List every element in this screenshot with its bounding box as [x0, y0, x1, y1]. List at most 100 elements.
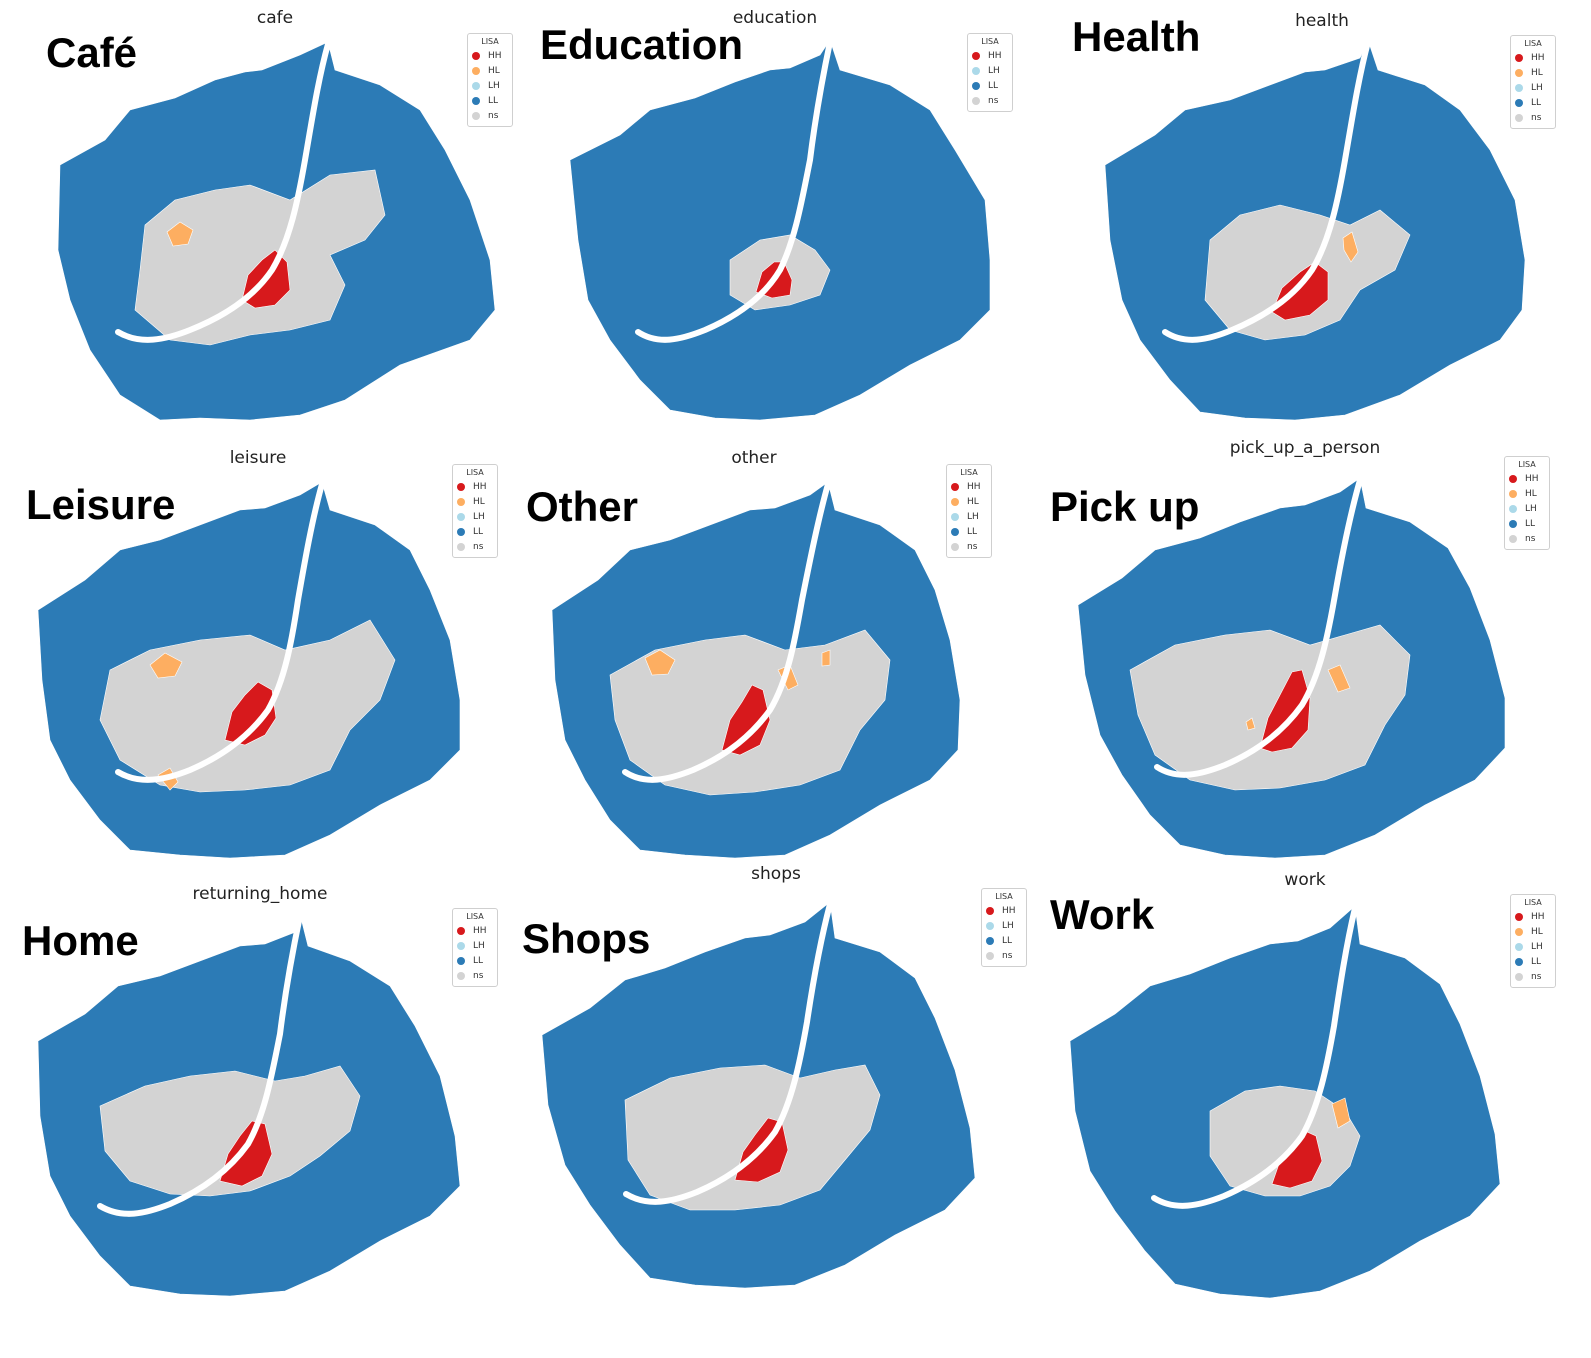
legend: LISA HH LH LL ns — [967, 33, 1013, 112]
map-region-ns — [624, 1064, 881, 1211]
legend-marker — [1515, 83, 1523, 92]
legend-marker — [457, 527, 465, 536]
legend-item-lh: LH — [457, 509, 493, 524]
legend-item-ll: LL — [1509, 516, 1545, 531]
river — [635, 39, 833, 343]
map-panel-pick-up-a-person: pick_up_a_person Pick up LISA HH HL LH LL ns — [1050, 430, 1590, 882]
legend-item-hh: HH — [986, 903, 1022, 918]
legend-label: HL — [1525, 488, 1537, 499]
legend-title: LISA — [481, 37, 499, 46]
map-region-hh — [721, 684, 771, 756]
map-region-hl — [166, 221, 194, 247]
legend-item-ll: LL — [972, 78, 1008, 93]
river — [97, 913, 303, 1217]
panel-title: work — [1284, 870, 1326, 890]
legend-item-ns: ns — [1515, 110, 1551, 125]
legend-item-ll: LL — [457, 524, 493, 539]
legend-marker — [472, 51, 480, 60]
legend-label: ns — [488, 110, 499, 121]
legend-item-lh: LH — [457, 938, 493, 953]
legend-marker — [1515, 972, 1523, 981]
legend-marker — [972, 51, 980, 60]
legend-marker — [1515, 942, 1523, 951]
legend-label: ns — [988, 95, 999, 106]
region-map — [1104, 39, 1526, 421]
river — [1154, 477, 1363, 778]
legend-item-ns: ns — [986, 948, 1022, 963]
legend-marker — [457, 941, 465, 950]
legend-item-ll: LL — [1515, 954, 1551, 969]
legend-label: LH — [967, 511, 979, 522]
legend-label: HL — [488, 65, 500, 76]
legend-item-ll: LL — [986, 933, 1022, 948]
legend-label: LL — [488, 95, 499, 106]
legend-item-hl: HL — [1515, 65, 1551, 80]
legend: LISA HH HL LH LL ns — [467, 33, 513, 127]
legend-item-ns: ns — [1509, 531, 1545, 546]
panel-label: Education — [540, 21, 744, 68]
panel-label: Health — [1072, 13, 1201, 60]
legend-label: ns — [1531, 971, 1542, 982]
legend-item-hh: HH — [472, 48, 508, 63]
legend-label: HH — [473, 925, 487, 936]
legend-label: LL — [473, 526, 484, 537]
legend-label: HL — [1531, 67, 1543, 78]
map-region-ns — [1209, 1085, 1361, 1197]
legend-marker — [951, 542, 959, 551]
legend-marker — [951, 527, 959, 536]
legend-marker — [1509, 489, 1517, 498]
legend-marker — [1515, 68, 1523, 77]
legend-marker — [986, 936, 994, 945]
legend-item-ns: ns — [457, 968, 493, 983]
panel-label: Leisure — [26, 481, 176, 528]
legend-label: ns — [967, 541, 978, 552]
panel-label: Other — [526, 483, 639, 530]
region-map — [551, 481, 961, 859]
map-region-hl — [1327, 664, 1351, 693]
map-region-hl — [149, 652, 183, 679]
map-region-hl — [1245, 717, 1256, 731]
legend: LISA HH HL LH LL ns — [946, 464, 992, 558]
legend-item-ll: LL — [951, 524, 987, 539]
legend-title: LISA — [1524, 898, 1542, 907]
legend-title: LISA — [1524, 39, 1542, 48]
legend-marker — [1515, 98, 1523, 107]
river — [1162, 39, 1371, 343]
panel-title: education — [732, 8, 818, 28]
legend-marker — [457, 497, 465, 506]
panel-label: Pick up — [1050, 483, 1200, 530]
legend-item-ns: ns — [951, 539, 987, 554]
map-panel-other: other Other LISA HH HL LH LL ns — [526, 440, 1060, 892]
legend-label: HL — [473, 496, 485, 507]
legend-label: ns — [1002, 950, 1013, 961]
legend-label: LH — [1531, 941, 1543, 952]
legend-label: LH — [488, 80, 500, 91]
legend-marker — [472, 111, 480, 120]
legend-label: ns — [1531, 112, 1542, 123]
legend-label: LL — [1531, 97, 1542, 108]
map-region-hh — [1271, 261, 1329, 321]
map-region-hh — [1259, 669, 1311, 753]
legend-marker — [951, 482, 959, 491]
legend-label: LL — [967, 526, 978, 537]
legend-title: LISA — [466, 468, 484, 477]
legend-item-hl: HL — [1515, 924, 1551, 939]
legend-label: LH — [1531, 82, 1543, 93]
panel-title: returning_home — [192, 884, 328, 904]
legend-label: LH — [473, 511, 485, 522]
legend-title: LISA — [466, 912, 484, 921]
legend-label: HH — [1531, 52, 1545, 63]
legend-item-hh: HH — [457, 479, 493, 494]
legend-item-lh: LH — [1509, 501, 1545, 516]
legend-marker — [951, 512, 959, 521]
legend-marker — [1515, 912, 1523, 921]
legend-item-ns: ns — [472, 108, 508, 123]
panel-label: Work — [1050, 891, 1155, 938]
legend-item-ns: ns — [1515, 969, 1551, 984]
map-region-hl — [821, 649, 831, 667]
panel-label: Café — [46, 29, 138, 76]
legend-label: HH — [488, 50, 502, 61]
legend-marker — [1509, 474, 1517, 483]
legend-label: ns — [473, 970, 484, 981]
legend-item-hh: HH — [951, 479, 987, 494]
